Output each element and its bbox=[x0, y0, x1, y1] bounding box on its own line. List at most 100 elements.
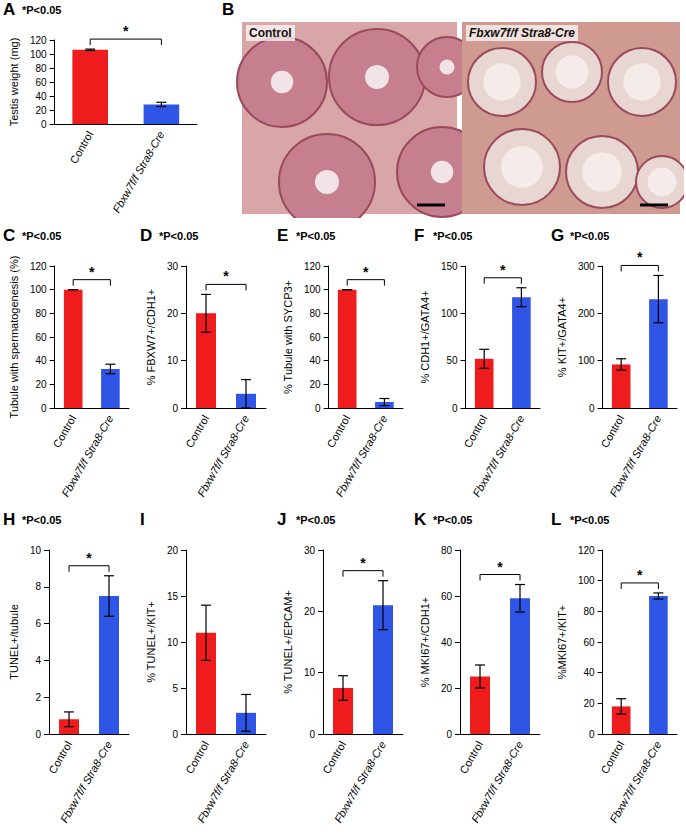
svg-text:%MKI67+/KIT+: %MKI67+/KIT+ bbox=[556, 605, 568, 680]
svg-text:80: 80 bbox=[35, 308, 47, 319]
svg-text:15: 15 bbox=[167, 591, 179, 602]
svg-text:40: 40 bbox=[583, 667, 595, 678]
svg-text:% KIT+/GATA4+: % KIT+/GATA4+ bbox=[556, 297, 568, 377]
svg-text:*: * bbox=[637, 567, 643, 583]
svg-text:*P<0.05: *P<0.05 bbox=[296, 514, 335, 526]
svg-text:10: 10 bbox=[167, 637, 179, 648]
svg-text:*: * bbox=[89, 264, 95, 280]
svg-text:100: 100 bbox=[30, 49, 47, 60]
svg-text:20: 20 bbox=[167, 545, 179, 556]
svg-text:*P<0.05: *P<0.05 bbox=[22, 230, 61, 242]
svg-text:Control: Control bbox=[67, 129, 95, 166]
svg-text:Fbxw7f/f Stra8-Cre: Fbxw7f/f Stra8-Cre bbox=[59, 413, 115, 499]
svg-text:*P<0.05: *P<0.05 bbox=[433, 230, 472, 242]
svg-text:% CDH1+/GATA4+: % CDH1+/GATA4+ bbox=[419, 290, 431, 383]
svg-text:Control: Control bbox=[324, 413, 352, 450]
svg-text:*: * bbox=[223, 268, 229, 284]
svg-text:*: * bbox=[500, 262, 506, 278]
svg-text:% Tubule with SYCP3+: % Tubule with SYCP3+ bbox=[282, 280, 294, 394]
svg-text:Control: Control bbox=[598, 739, 626, 776]
svg-text:Control: Control bbox=[183, 739, 211, 776]
svg-text:5: 5 bbox=[172, 683, 178, 694]
svg-text:20: 20 bbox=[441, 683, 453, 694]
svg-text:% TUNEL+/KIT+: % TUNEL+/KIT+ bbox=[145, 601, 157, 683]
svg-text:*: * bbox=[123, 23, 129, 39]
svg-text:60: 60 bbox=[35, 332, 47, 343]
svg-text:40: 40 bbox=[441, 637, 453, 648]
svg-text:40: 40 bbox=[309, 355, 321, 366]
svg-text:200: 200 bbox=[578, 308, 595, 319]
svg-text:0: 0 bbox=[41, 403, 47, 414]
svg-text:% FBXW7+/CDH1+: % FBXW7+/CDH1+ bbox=[145, 289, 157, 386]
svg-text:150: 150 bbox=[441, 261, 458, 272]
svg-text:60: 60 bbox=[441, 591, 453, 602]
svg-text:*P<0.05: *P<0.05 bbox=[296, 230, 335, 242]
svg-text:Control: Control bbox=[46, 739, 74, 776]
svg-text:Control: Control bbox=[457, 739, 485, 776]
svg-text:20: 20 bbox=[35, 379, 47, 390]
svg-text:0: 0 bbox=[446, 729, 452, 740]
svg-text:Testis weight (mg): Testis weight (mg) bbox=[8, 38, 20, 127]
svg-text:Fbxw7f/f Stra8-Cre: Fbxw7f/f Stra8-Cre bbox=[469, 739, 525, 825]
svg-text:*: * bbox=[86, 550, 92, 566]
svg-text:*P<0.05: *P<0.05 bbox=[159, 230, 198, 242]
svg-text:0: 0 bbox=[589, 403, 595, 414]
svg-text:*: * bbox=[360, 555, 366, 571]
svg-text:0: 0 bbox=[589, 729, 595, 740]
svg-text:0: 0 bbox=[172, 403, 178, 414]
svg-text:*: * bbox=[497, 559, 503, 575]
svg-text:100: 100 bbox=[30, 284, 47, 295]
svg-text:120: 120 bbox=[30, 261, 47, 272]
svg-text:120: 120 bbox=[578, 545, 595, 556]
svg-text:80: 80 bbox=[441, 545, 453, 556]
svg-text:100: 100 bbox=[578, 575, 595, 586]
svg-text:Fbxw7f/f Stra8-Cre: Fbxw7f/f Stra8-Cre bbox=[110, 129, 166, 215]
svg-text:30: 30 bbox=[304, 545, 316, 556]
svg-text:60: 60 bbox=[35, 77, 47, 88]
svg-text:0: 0 bbox=[41, 119, 47, 130]
svg-text:120: 120 bbox=[30, 35, 47, 46]
svg-text:Tubule with spermatogenesis (%: Tubule with spermatogenesis (%) bbox=[8, 256, 20, 419]
svg-text:% MKI67+/CDH1+: % MKI67+/CDH1+ bbox=[419, 597, 431, 687]
svg-text:100: 100 bbox=[441, 308, 458, 319]
svg-text:80: 80 bbox=[583, 606, 595, 617]
svg-text:10: 10 bbox=[304, 667, 316, 678]
svg-text:Fbxw7f/f Stra8-Cre: Fbxw7f/f Stra8-Cre bbox=[470, 413, 526, 499]
svg-text:% TUNEL+/EPCAM+: % TUNEL+/EPCAM+ bbox=[282, 590, 294, 694]
svg-text:50: 50 bbox=[446, 355, 458, 366]
svg-text:*P<0.05: *P<0.05 bbox=[570, 230, 609, 242]
svg-text:*P<0.05: *P<0.05 bbox=[433, 514, 472, 526]
svg-text:*P<0.05: *P<0.05 bbox=[22, 4, 61, 16]
svg-text:20: 20 bbox=[304, 606, 316, 617]
svg-text:Fbxw7f/f Stra8-Cre: Fbxw7f/f Stra8-Cre bbox=[195, 739, 251, 825]
svg-text:40: 40 bbox=[35, 91, 47, 102]
svg-text:*: * bbox=[637, 249, 643, 265]
svg-text:0: 0 bbox=[172, 729, 178, 740]
svg-text:40: 40 bbox=[35, 355, 47, 366]
svg-text:0: 0 bbox=[452, 403, 458, 414]
svg-text:4: 4 bbox=[35, 655, 41, 666]
svg-text:120: 120 bbox=[304, 261, 321, 272]
svg-text:Fbxw7f/f Stra8-Cre: Fbxw7f/f Stra8-Cre bbox=[607, 739, 663, 825]
svg-text:20: 20 bbox=[167, 308, 179, 319]
svg-text:Control: Control bbox=[598, 413, 626, 450]
svg-text:300: 300 bbox=[578, 261, 595, 272]
svg-text:Fbxw7f/f Stra8-Cre: Fbxw7f/f Stra8-Cre bbox=[333, 413, 389, 499]
svg-text:20: 20 bbox=[309, 379, 321, 390]
svg-text:6: 6 bbox=[35, 618, 41, 629]
svg-text:80: 80 bbox=[35, 63, 47, 74]
svg-text:20: 20 bbox=[583, 698, 595, 709]
svg-text:Fbxw7f/f Stra8-Cre: Fbxw7f/f Stra8-Cre bbox=[332, 739, 388, 825]
svg-text:Control: Control bbox=[183, 413, 211, 450]
svg-text:Fbxw7f/f Stra8-Cre: Fbxw7f/f Stra8-Cre bbox=[195, 413, 251, 499]
svg-text:60: 60 bbox=[583, 637, 595, 648]
svg-text:Control: Control bbox=[461, 413, 489, 450]
svg-text:10: 10 bbox=[167, 355, 179, 366]
svg-text:100: 100 bbox=[578, 355, 595, 366]
svg-text:0: 0 bbox=[315, 403, 321, 414]
svg-text:0: 0 bbox=[309, 729, 315, 740]
svg-text:0: 0 bbox=[35, 729, 41, 740]
svg-text:30: 30 bbox=[167, 261, 179, 272]
svg-text:8: 8 bbox=[35, 581, 41, 592]
svg-text:Fbxw7f/f Stra8-Cre: Fbxw7f/f Stra8-Cre bbox=[58, 739, 114, 825]
